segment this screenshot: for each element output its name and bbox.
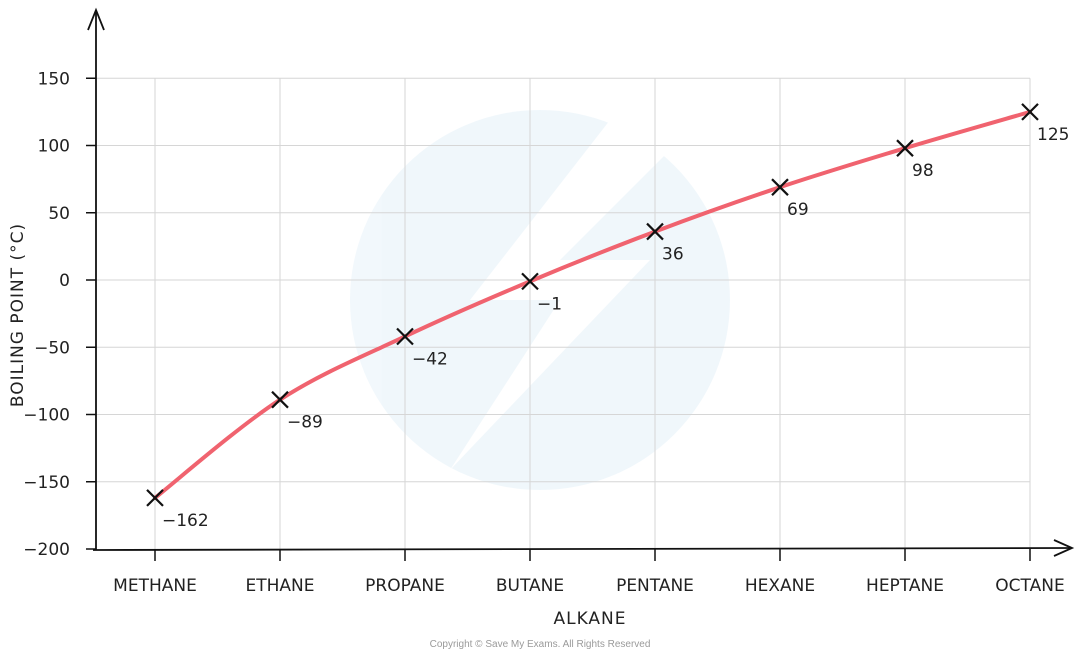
data-point-marker	[771, 178, 789, 196]
y-tick-label: −50	[34, 338, 70, 358]
data-point-marker	[896, 139, 914, 157]
x-tick-label: METHANE	[113, 576, 197, 596]
data-point-marker	[646, 222, 664, 241]
x-axis-ticks: METHANE ETHANE PROPANE BUTANE PENTANE HEXANE H…	[113, 549, 1065, 596]
x-tick-label: ETHANE	[246, 576, 315, 596]
y-tick-label: 0	[59, 271, 70, 291]
marker-stroke	[646, 222, 664, 241]
data-label: −42	[412, 349, 448, 369]
y-tick-label: −200	[23, 540, 70, 560]
y-tick-label: 100	[38, 137, 70, 157]
data-label: 98	[912, 161, 934, 181]
x-tick-label: PROPANE	[365, 576, 445, 596]
marker-stroke	[1021, 103, 1039, 121]
data-point-marker	[146, 489, 164, 507]
boiling-point-line	[153, 109, 1032, 500]
data-point-marker	[396, 327, 414, 346]
marker-stroke	[896, 139, 914, 157]
y-axis-title: BOILING POINT (°C)	[8, 223, 28, 407]
data-label: −89	[287, 413, 323, 433]
marker-stroke	[521, 272, 539, 291]
marker-stroke	[146, 489, 164, 507]
data-point-marker	[521, 272, 539, 291]
x-tick-label: PENTANE	[616, 576, 694, 596]
y-tick-label: −150	[23, 473, 70, 493]
data-label: 125	[1037, 125, 1069, 145]
y-tick-label: 150	[38, 69, 70, 89]
x-tick-label: BUTANE	[496, 576, 564, 596]
data-point-marker	[271, 390, 289, 409]
watermark-logo	[350, 110, 730, 490]
y-axis-ticks: 150 100 50 0 −50 −100 −150 −200	[23, 69, 96, 560]
data-labels: −162 −89 −42 −1 36 69 98 125	[162, 125, 1069, 531]
x-axis-line	[92, 547, 1073, 551]
data-label: −1	[537, 294, 562, 314]
y-axis-arrow	[87, 7, 105, 31]
x-tick-label: HEXANE	[745, 576, 815, 596]
data-point-marker	[1021, 103, 1039, 121]
x-tick-label: HEPTANE	[866, 576, 944, 596]
data-markers	[146, 103, 1039, 507]
x-tick-label: OCTANE	[995, 576, 1064, 596]
series-line	[153, 109, 1032, 500]
marker-stroke	[271, 390, 289, 409]
y-tick-label: −100	[23, 406, 70, 426]
y-tick-label: 50	[48, 204, 70, 224]
x-axis-arrow	[1053, 539, 1075, 557]
marker-stroke	[396, 327, 414, 346]
marker-stroke	[771, 178, 789, 196]
data-label: 69	[787, 200, 809, 220]
data-label: −162	[162, 511, 209, 531]
grid-lines	[96, 77, 1031, 549]
data-label: 36	[662, 245, 684, 265]
x-axis-title: ALKANE	[553, 609, 626, 629]
copyright-text: Copyright © Save My Exams. All Rights Re…	[430, 639, 651, 650]
